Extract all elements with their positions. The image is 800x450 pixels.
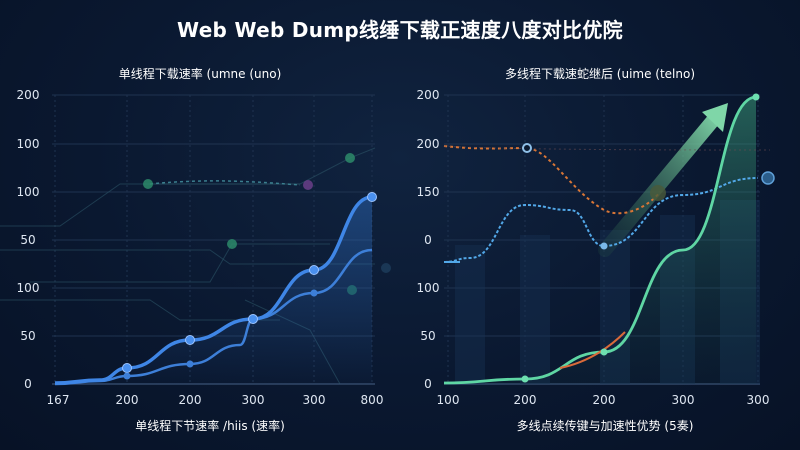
left-series-1-point — [367, 192, 377, 202]
left-series-2-point — [310, 289, 318, 297]
right-area-fill — [444, 97, 756, 384]
x-tick-label: 800 — [361, 393, 384, 407]
y-tick-label: 200 — [417, 88, 440, 102]
right-peak-point — [522, 143, 532, 153]
x-tick-label: 200 — [514, 393, 537, 407]
circuit-decoration — [0, 299, 280, 321]
left-series-1-point — [248, 314, 258, 324]
x-tick-label: 200 — [593, 393, 616, 407]
left-series-1-point — [185, 335, 195, 345]
decor-node — [381, 263, 391, 273]
right-x-axis-label: 多线点续传键与加速性优势 (5奏) — [517, 418, 694, 433]
y-tick-label: 50 — [20, 233, 35, 247]
left-series-1-point — [122, 363, 132, 373]
y-tick-label: 150 — [417, 185, 440, 199]
y-tick-label: 200 — [417, 137, 440, 151]
right-orange-line — [443, 145, 661, 215]
left-chart-title: 单线程下载速率 (umne (uno) — [119, 66, 282, 81]
circuit-decoration — [0, 249, 375, 265]
x-tick-label: 100 — [437, 393, 460, 407]
decor-node — [345, 153, 355, 163]
left-series-2-point — [186, 360, 194, 368]
right-chart-title: 多线程下载速蛇继后 (uime (telno) — [505, 66, 695, 81]
right-faint-line — [443, 145, 771, 151]
y-tick-label: 100 — [17, 185, 40, 199]
right-green-line — [443, 95, 757, 385]
circuit-decoration — [0, 183, 300, 227]
right-green-point — [752, 93, 760, 101]
y-tick-label: 50 — [20, 329, 35, 343]
y-tick-label: 100 — [417, 281, 440, 295]
circuit-decoration — [150, 147, 376, 185]
dashed-connector — [149, 180, 301, 186]
x-tick-label: 300 — [303, 393, 326, 407]
circuit-decoration — [30, 243, 330, 283]
x-tick-label: 200 — [116, 393, 139, 407]
y-tick-label: 0 — [424, 233, 432, 247]
decor-node — [143, 179, 153, 189]
right-cyan-line — [443, 177, 759, 263]
y-tick-label: 100 — [17, 281, 40, 295]
x-tick-label: 167 — [47, 393, 70, 407]
y-tick-label: 0 — [24, 377, 32, 391]
x-tick-label: 200 — [179, 393, 202, 407]
y-tick-label: 100 — [17, 137, 40, 151]
x-tick-label: 300 — [672, 393, 695, 407]
left-series-2-point — [123, 372, 131, 380]
decor-node — [303, 180, 313, 190]
right-orange-segment — [559, 331, 626, 369]
y-tick-label: 200 — [17, 88, 40, 102]
left-series-1-line — [54, 195, 373, 385]
x-tick-label: 300 — [747, 393, 770, 407]
trend-arrow-head — [702, 103, 728, 132]
right-end-node — [761, 171, 775, 185]
background-bar — [520, 235, 550, 384]
left-x-axis-label: 单线程下节速率 /hiis (速率) — [135, 418, 285, 433]
right-cyan-point — [600, 242, 608, 250]
left-area-fill — [55, 197, 372, 384]
trend-arrow — [598, 111, 722, 257]
right-orange-point — [650, 185, 666, 201]
right-green-point — [600, 348, 608, 356]
y-tick-label: 50 — [420, 329, 435, 343]
x-tick-label: 300 — [242, 393, 265, 407]
decor-node — [227, 239, 237, 249]
left-series-1-point — [309, 265, 319, 275]
right-green-point — [521, 375, 529, 383]
page-title: Web Web Dump线缍下载正速度八度对比优院 — [177, 18, 623, 42]
background-bar — [455, 245, 485, 384]
y-tick-label: 0 — [424, 377, 432, 391]
